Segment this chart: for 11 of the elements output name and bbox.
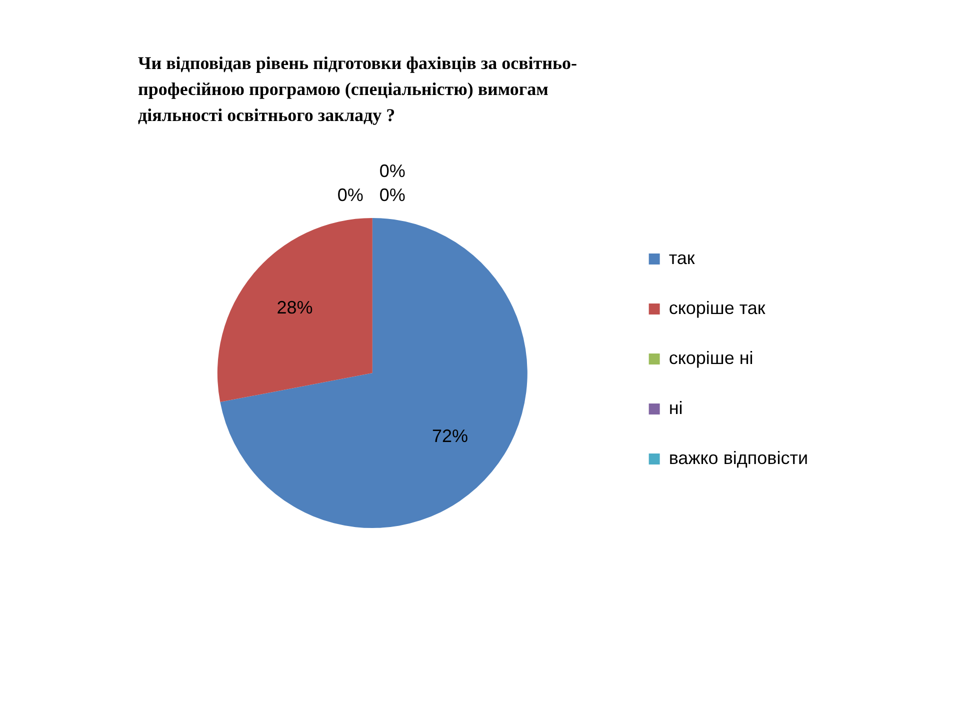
- legend-label: скоріше ні: [668, 348, 754, 368]
- legend-label: так: [668, 248, 695, 268]
- data-label: 28%: [276, 298, 313, 318]
- legend-label: скоріше так: [668, 298, 766, 318]
- data-label: 72%: [432, 426, 468, 446]
- text: 0%: [337, 184, 364, 205]
- chart-title: Чи відповідав рівень підготовки фахівців за освітньо-професійною програмою (спеціальністю) вимогам діяльності освітнього закладу ?: [138, 52, 578, 127]
- text: 0%: [379, 160, 406, 181]
- text: 0%: [379, 184, 406, 205]
- legend-label: важко відповісти: [668, 448, 808, 468]
- legend-label: ні: [668, 398, 683, 418]
